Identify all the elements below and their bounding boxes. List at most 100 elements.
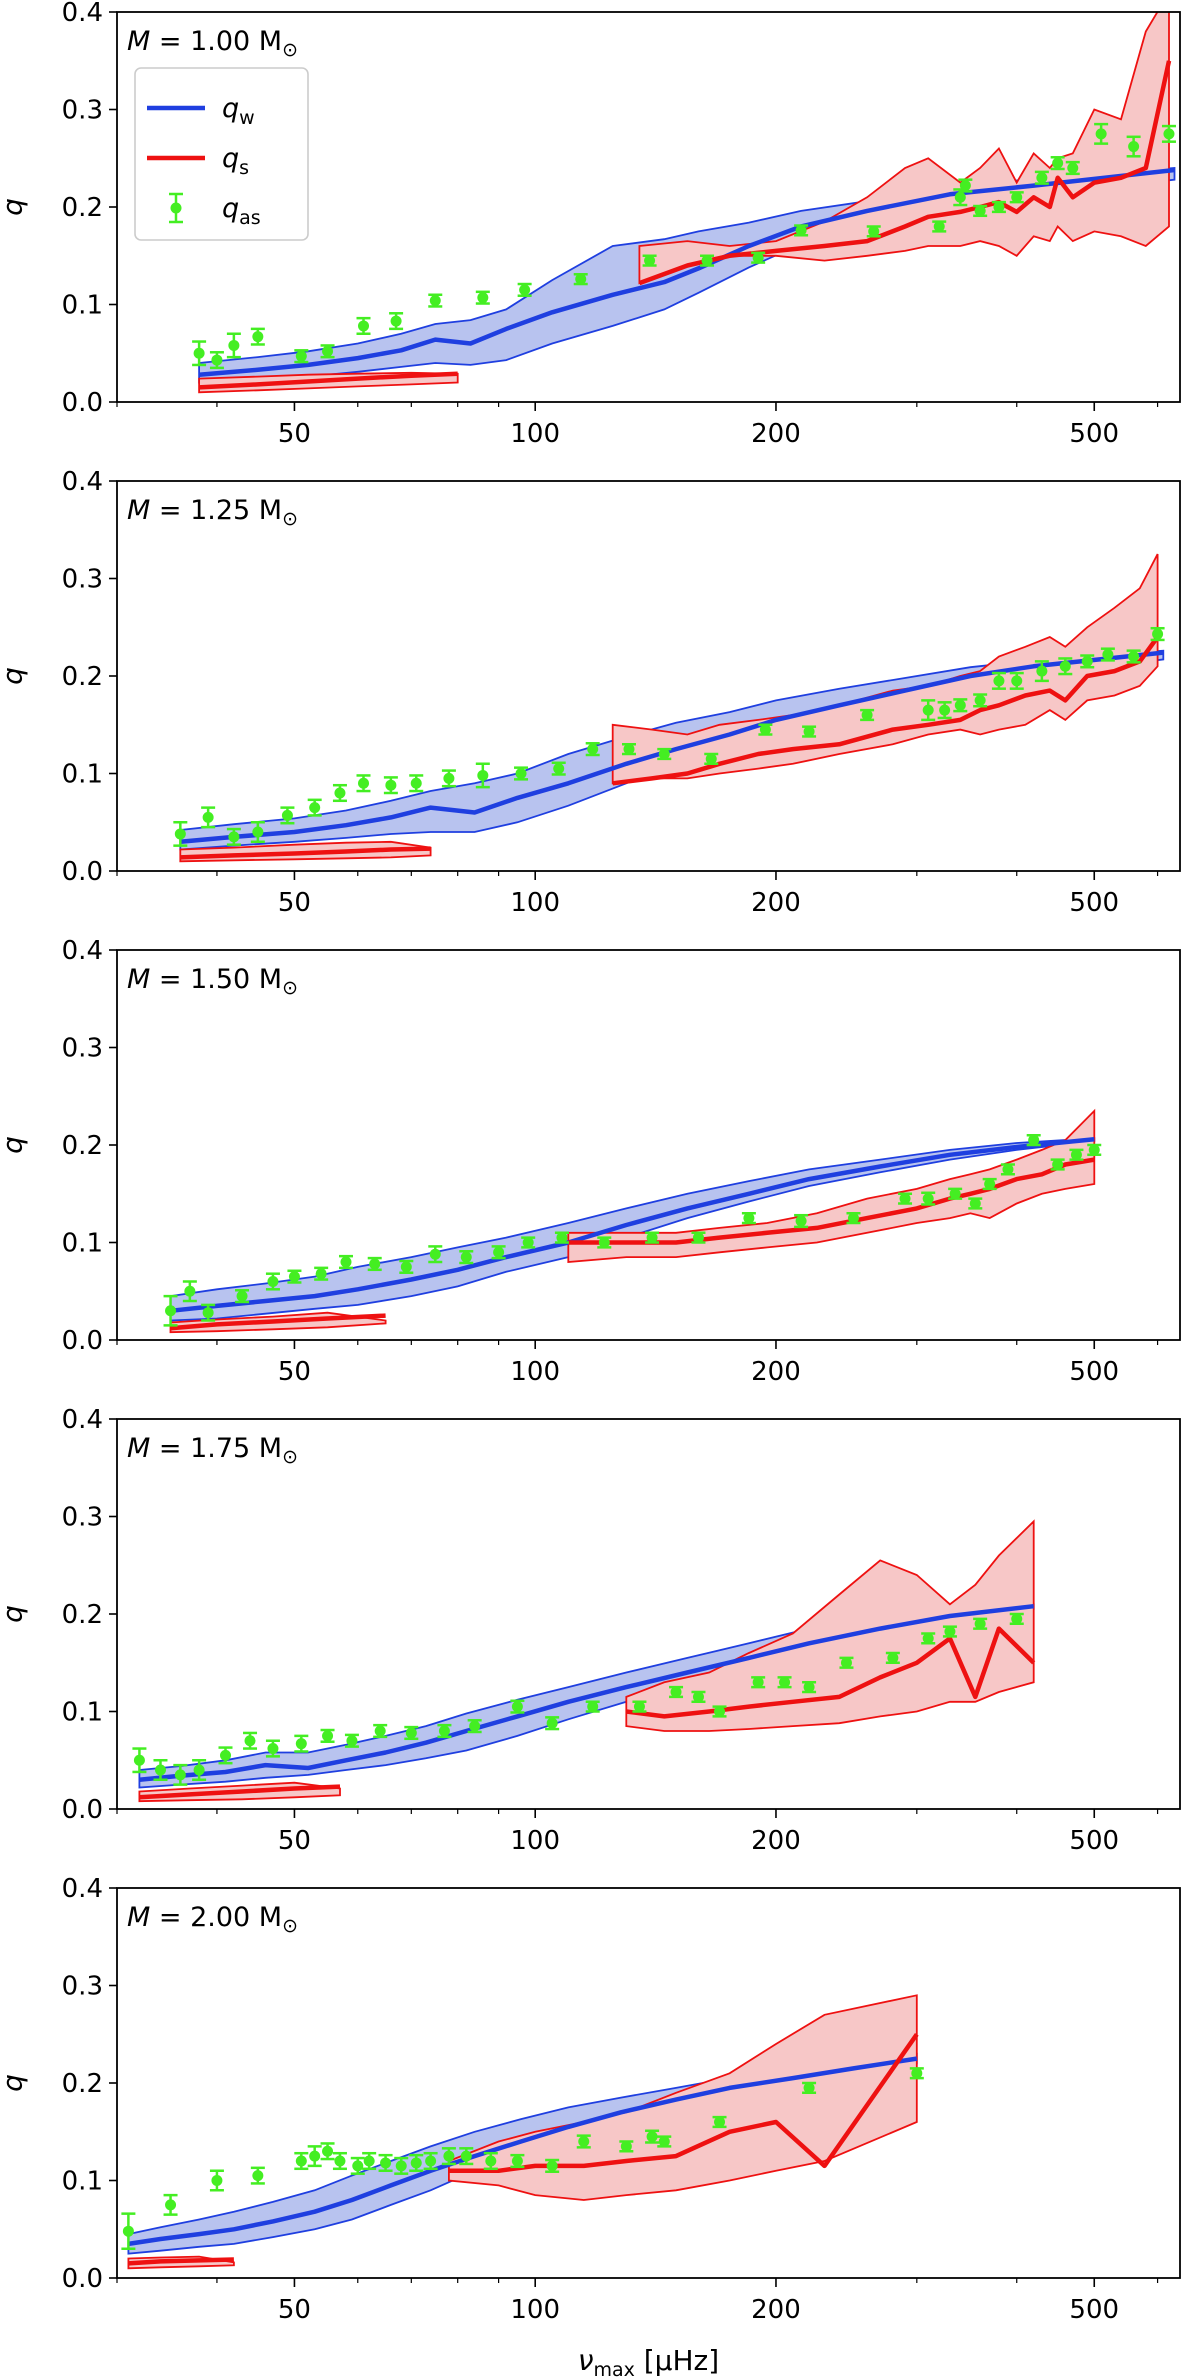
x-tick-label: 100 [510,888,560,918]
weak-line [180,650,1164,845]
asymptotic-point [521,1236,536,1249]
asymptotic-point [802,2081,817,2094]
asymptotic-point [475,762,490,789]
asymptotic-point [898,1192,913,1205]
asymptotic-point [1100,647,1115,662]
asymptotic-point [545,1716,560,1731]
asymptotic-point [704,752,719,765]
x-tick-label: 200 [751,419,801,449]
panel-1: 0.0 0.1 0.2 0.3 0.4 q 50 100 200 500 M = 1.00 M⊙ qw… [0,0,1181,449]
asymptotic-point [1094,122,1109,145]
panel-2: 0.0 0.1 0.2 0.3 0.4 q 50 100 200 500 M = 1.25 M⊙ [0,467,1181,918]
asymptotic-point [250,821,265,843]
panel-4: 0.0 0.1 0.2 0.3 0.4 q 50 100 200 500 M = 1.75 M⊙ [0,1405,1181,1856]
weak-band [169,1137,1096,1322]
asymptotic-point [437,1723,452,1739]
asymptotic-point [399,1259,414,1274]
y-tick-label: 0.1 [62,1229,103,1259]
asymptotic-point [937,701,952,720]
asymptotic-point [948,1187,963,1200]
asymptotic-point [866,225,881,238]
plot-area [173,553,1165,863]
y-axis-label: q [0,1605,29,1623]
x-tick-label: 100 [510,2295,560,2325]
asymptotic-point [459,1250,474,1265]
asymptotic-point [669,1685,684,1699]
asymptotic-point [1050,1158,1065,1171]
y-tick-label: 0.4 [62,467,103,497]
asymptotic-point [1058,657,1073,676]
asymptotic-point [235,1289,250,1304]
y-tick-label: 0.4 [62,936,103,966]
x-tick-label: 200 [751,1826,801,1856]
legend: qw qs qas [134,67,309,241]
asymptotic-point [551,761,566,776]
plot-area [121,1994,924,2270]
asymptotic-point [545,2158,560,2173]
asymptotic-point [153,1759,168,1781]
y-tick-label: 0.3 [62,1972,103,2002]
asymptotic-point [1034,660,1049,683]
panel-3: 0.0 0.1 0.2 0.3 0.4 q 50 100 200 500 M = 1.50 M⊙ [0,936,1181,1387]
strong-low-line [139,1784,341,1800]
x-tick-label: 200 [751,2295,801,2325]
asymptotic-point [192,1759,207,1781]
asymptotic-point [958,178,973,193]
strong-line [448,2033,919,2174]
x-tick-label: 500 [1069,1357,1119,1387]
asymptotic-point [367,1256,382,1272]
strong-line [612,635,1160,786]
mass-label: M = 2.00 M⊙ [127,1902,298,1937]
asymptotic-point [265,1739,280,1758]
x-tick-label: 200 [751,1357,801,1387]
asymptotic-point [362,2151,377,2171]
y-tick-label: 0.2 [62,662,103,692]
x-axis-label: νmax [μHz] [578,2344,719,2378]
x-tick-label: 50 [278,1826,311,1856]
strong-low-line [170,1313,386,1331]
asymptotic-point [467,1719,482,1734]
y-tick-label: 0.2 [62,1600,103,1630]
x-tick-label: 50 [278,1357,311,1387]
y-tick-label: 0.2 [62,1131,103,1161]
asymptotic-point [389,312,404,331]
asymptotic-point [250,2166,265,2185]
asymptotic-point [294,2151,309,2171]
x-tick-label: 500 [1069,1826,1119,1856]
strong-low-line [180,846,431,860]
y-tick-label: 0.1 [62,1698,103,1728]
asymptotic-point [576,2134,591,2149]
asymptotic-point [182,1280,197,1303]
y-tick-label: 0.3 [62,565,103,595]
x-tick-label: 200 [751,888,801,918]
asymptotic-point [226,827,241,846]
x-tick-label: 50 [278,419,311,449]
asymptotic-point [226,332,241,359]
y-tick-label: 0.1 [62,760,103,790]
asymptotic-point [794,224,809,237]
asymptotic-point [751,251,766,264]
mass-label: M = 1.75 M⊙ [127,1433,298,1468]
asymptotic-point [921,1632,936,1645]
asymptotic-point [573,273,588,286]
asymptotic-point [1009,191,1024,204]
asymptotic-point [700,254,715,267]
y-tick-label: 0.3 [62,1034,103,1064]
asymptotic-point [173,821,188,847]
legend-label: qas [222,193,261,229]
x-tick-label: 500 [1069,2295,1119,2325]
asymptotic-point [585,742,600,757]
mass-label: M = 1.50 M⊙ [127,964,298,999]
asymptotic-point [163,1294,178,1327]
y-tick-label: 0.0 [62,388,103,418]
asymptotic-point [645,1231,660,1244]
asymptotic-point [394,2156,409,2175]
plot-area [132,1519,1036,1803]
x-tick-label: 100 [510,419,560,449]
weak-line [198,167,1175,377]
x-tick-label: 50 [278,2295,311,2325]
asymptotic-point [585,1700,600,1713]
legend-label: qw [222,93,255,129]
y-tick-label: 0.4 [62,0,103,28]
weak-line [139,1603,1034,1783]
